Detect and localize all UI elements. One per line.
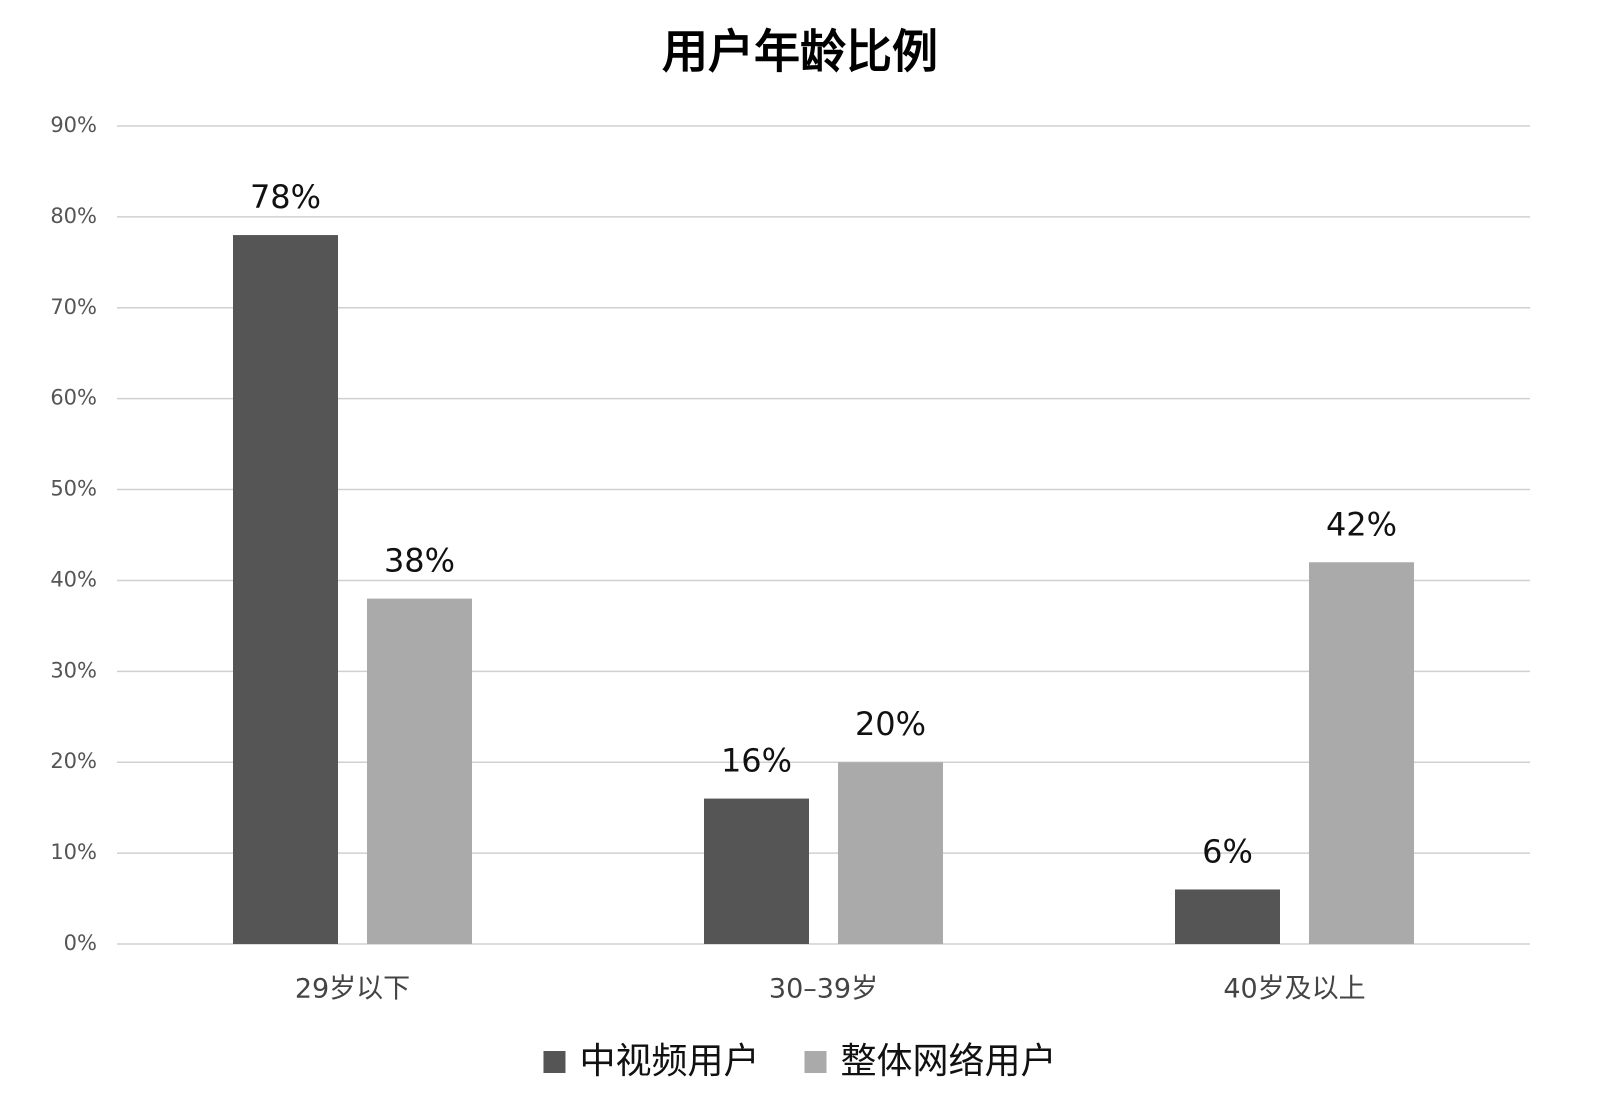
- bar: [704, 798, 809, 944]
- value-label: 78%: [250, 178, 321, 216]
- bar: [1309, 562, 1414, 944]
- bar: [367, 598, 472, 944]
- y-tick-label: 70%: [50, 295, 97, 319]
- y-tick-label: 10%: [50, 840, 97, 864]
- value-label: 38%: [384, 542, 455, 580]
- value-label: 16%: [721, 742, 792, 780]
- bar: [1175, 889, 1280, 944]
- legend-label: 中视频用户: [579, 1041, 759, 1082]
- y-tick-label: 80%: [50, 204, 97, 228]
- y-tick-label: 60%: [50, 386, 97, 410]
- bar: [838, 762, 943, 944]
- x-tick-label: 29岁以下: [295, 974, 410, 1005]
- value-label: 42%: [1326, 505, 1397, 543]
- bar: [233, 235, 338, 945]
- chart-title: 用户年龄比例: [662, 25, 938, 79]
- value-label: 6%: [1202, 832, 1253, 870]
- y-tick-label: 90%: [50, 113, 97, 137]
- legend-swatch: [804, 1051, 827, 1073]
- legend-swatch: [543, 1051, 566, 1073]
- y-tick-label: 0%: [64, 931, 97, 955]
- y-tick-label: 20%: [50, 749, 97, 773]
- value-label: 20%: [855, 705, 926, 743]
- y-tick-label: 50%: [50, 477, 97, 501]
- x-tick-label: 40岁及以上: [1223, 974, 1365, 1005]
- y-tick-label: 30%: [50, 658, 97, 682]
- x-tick-label: 30–39岁: [769, 974, 878, 1005]
- legend-label: 整体网络用户: [841, 1041, 1057, 1082]
- y-tick-label: 40%: [50, 567, 97, 591]
